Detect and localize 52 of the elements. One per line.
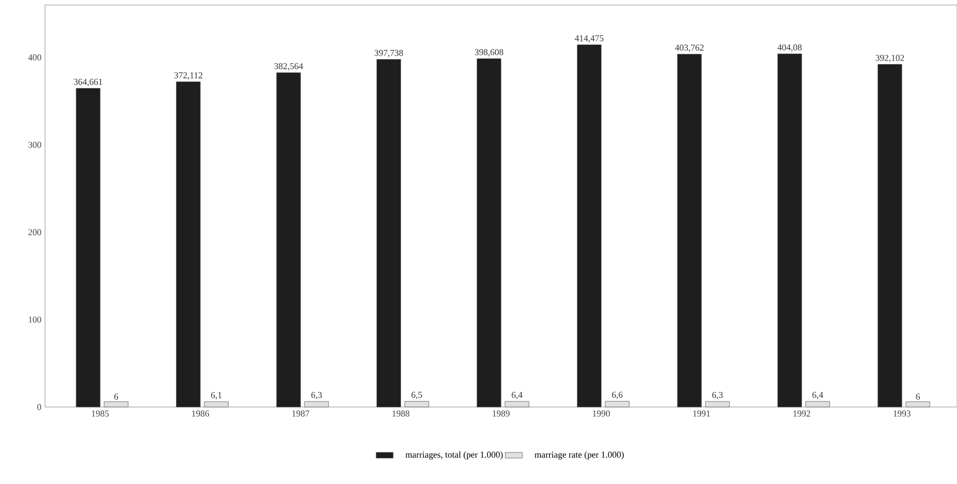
data-label: 392,102: [876, 54, 904, 62]
x-tick-label: 1986: [192, 410, 210, 417]
legend-label: marriages, total (per 1.000): [405, 451, 503, 460]
x-tick-label: 1988: [392, 410, 410, 417]
x-tick-label: 1991: [693, 410, 710, 417]
bar: [605, 401, 630, 408]
bar: [705, 401, 730, 408]
bar: [677, 54, 702, 408]
y-tick-label: 200: [28, 229, 42, 236]
data-label: 6,1: [211, 392, 222, 400]
bar: [104, 402, 128, 408]
bar: [304, 401, 329, 408]
bar: [504, 401, 530, 408]
bar: [404, 401, 429, 408]
data-label: 6,4: [512, 392, 522, 400]
bar: [476, 58, 502, 408]
x-tick-label: 1993: [894, 410, 911, 417]
data-label: 364,661: [74, 78, 102, 86]
x-tick-label: 1987: [292, 410, 310, 417]
bar: [805, 401, 830, 408]
data-label: 6: [916, 394, 920, 400]
bar: [777, 54, 802, 408]
bar: [878, 64, 902, 408]
bar: [176, 82, 201, 408]
data-label: 404,08: [778, 44, 802, 52]
data-label: 403,762: [675, 44, 704, 52]
bar: [276, 72, 301, 408]
x-tick-label: 1992: [793, 410, 810, 417]
x-tick-label: 1990: [593, 410, 610, 417]
data-label: 6,4: [812, 392, 824, 400]
y-tick-label: 0: [37, 404, 42, 410]
bar: [906, 402, 930, 408]
data-label: 6,3: [311, 392, 322, 400]
legend-label: marriage rate (per 1.000): [534, 451, 624, 460]
x-tick-label: 1985: [92, 410, 109, 417]
bar: [204, 401, 229, 408]
data-label: 6,6: [612, 392, 623, 400]
data-label: 397,738: [374, 50, 404, 58]
x-tick-label: 1989: [492, 410, 510, 417]
data-label: 6,3: [712, 392, 723, 400]
data-label: 382,564: [274, 63, 303, 70]
data-label: 398,608: [474, 49, 504, 56]
bar: [376, 59, 401, 408]
bar: [577, 44, 602, 408]
y-tick-label: 400: [28, 54, 42, 60]
bar: [76, 88, 100, 408]
data-label: 372,112: [174, 72, 202, 80]
data-label: 6: [114, 394, 118, 400]
data-label: 414,475: [574, 35, 604, 43]
y-tick-label: 100: [28, 316, 42, 323]
data-label: 6,5: [412, 392, 422, 400]
y-tick-label: 300: [28, 142, 42, 148]
